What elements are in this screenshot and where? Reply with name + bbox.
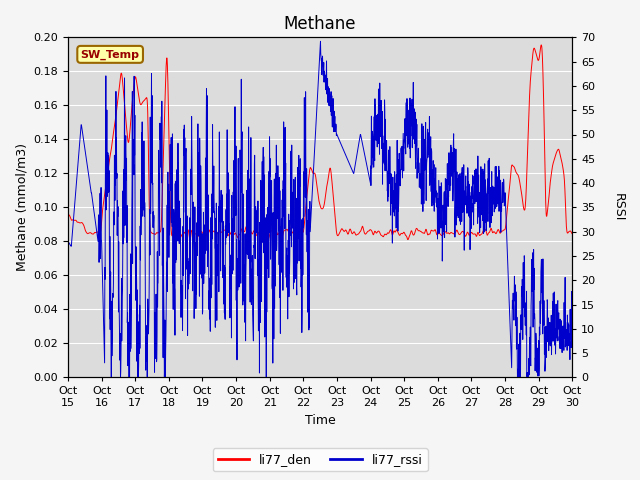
Text: SW_Temp: SW_Temp [81,49,140,60]
Y-axis label: Methane (mmol/m3): Methane (mmol/m3) [15,144,28,271]
X-axis label: Time: Time [305,414,335,427]
Legend: li77_den, li77_rssi: li77_den, li77_rssi [212,448,428,471]
Title: Methane: Methane [284,15,356,33]
Y-axis label: RSSI: RSSI [612,193,625,222]
